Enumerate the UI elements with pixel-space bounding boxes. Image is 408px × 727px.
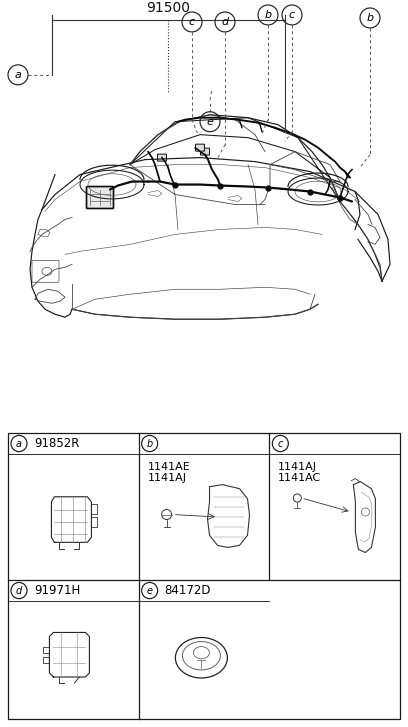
Text: 1141AJ: 1141AJ	[277, 462, 316, 472]
FancyBboxPatch shape	[195, 144, 204, 151]
FancyBboxPatch shape	[200, 148, 209, 155]
Text: 91852R: 91852R	[34, 437, 80, 450]
Text: d: d	[222, 17, 228, 27]
Text: d: d	[16, 585, 22, 595]
FancyBboxPatch shape	[86, 187, 113, 209]
Text: a: a	[15, 70, 22, 80]
Text: c: c	[189, 17, 195, 27]
Text: 1141AE: 1141AE	[148, 462, 191, 472]
Text: b: b	[366, 13, 374, 23]
Text: 1141AJ: 1141AJ	[148, 473, 187, 483]
Text: 91500: 91500	[146, 1, 190, 15]
Text: 84172D: 84172D	[165, 584, 211, 597]
Text: 91971H: 91971H	[34, 584, 80, 597]
Text: e: e	[206, 117, 213, 126]
Text: c: c	[278, 438, 283, 449]
Text: b: b	[264, 10, 272, 20]
Text: b: b	[146, 438, 153, 449]
Text: e: e	[146, 585, 153, 595]
Text: a: a	[16, 438, 22, 449]
Text: c: c	[289, 10, 295, 20]
FancyBboxPatch shape	[157, 154, 166, 161]
Text: 1141AC: 1141AC	[277, 473, 321, 483]
